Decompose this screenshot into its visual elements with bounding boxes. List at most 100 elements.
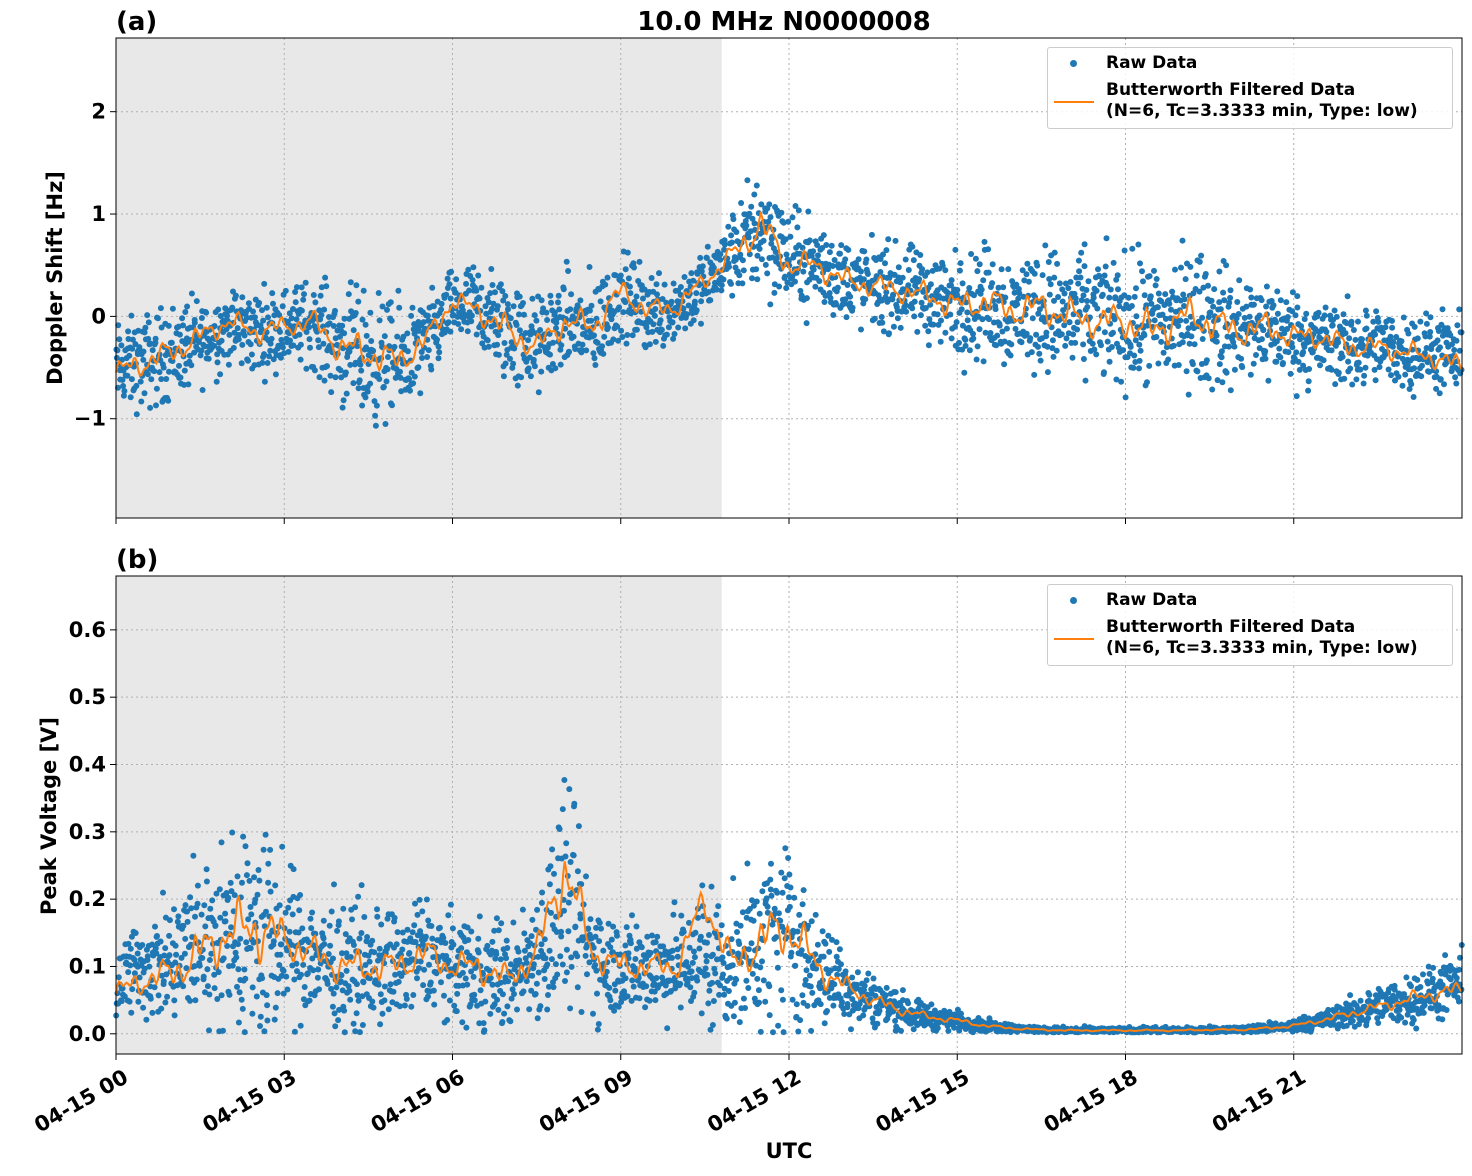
raw-data-point <box>425 994 431 1000</box>
raw-data-point <box>309 910 315 916</box>
raw-data-point <box>404 330 410 336</box>
raw-data-point <box>926 342 932 348</box>
raw-data-point <box>1286 349 1292 355</box>
panel-a-x-ticks <box>116 518 1294 524</box>
raw-data-point <box>162 1000 168 1006</box>
raw-data-point <box>1046 259 1052 265</box>
raw-data-point <box>650 321 656 327</box>
raw-data-point <box>624 924 630 930</box>
raw-data-point <box>626 275 632 281</box>
raw-data-point <box>770 1029 776 1035</box>
raw-data-point <box>684 311 690 317</box>
raw-data-point <box>1388 372 1394 378</box>
raw-data-point <box>691 317 697 323</box>
raw-data-point <box>302 984 308 990</box>
raw-data-point <box>1080 341 1086 347</box>
raw-data-point <box>707 297 713 303</box>
raw-data-point <box>572 924 578 930</box>
raw-data-point <box>782 875 788 881</box>
raw-data-point <box>360 1022 366 1028</box>
raw-data-point <box>1332 308 1338 314</box>
raw-data-point <box>469 313 475 319</box>
raw-data-point <box>977 261 983 267</box>
raw-data-point <box>215 307 221 313</box>
raw-data-point <box>1453 381 1459 387</box>
raw-data-point <box>504 945 510 951</box>
raw-data-point <box>556 888 562 894</box>
raw-data-point <box>535 1015 541 1021</box>
raw-data-point <box>166 323 172 329</box>
raw-data-point <box>689 968 695 974</box>
raw-data-point <box>1456 306 1462 312</box>
raw-data-point <box>811 267 817 273</box>
raw-data-point <box>244 872 250 878</box>
raw-data-point <box>425 918 431 924</box>
raw-data-point <box>411 922 417 928</box>
raw-data-point <box>1248 372 1254 378</box>
raw-data-point <box>161 978 167 984</box>
raw-data-point <box>354 1010 360 1016</box>
raw-data-point <box>1027 335 1033 341</box>
raw-data-point <box>245 358 251 364</box>
raw-data-point <box>279 844 285 850</box>
raw-data-point <box>167 952 173 958</box>
raw-data-point <box>1238 356 1244 362</box>
raw-data-point <box>426 347 432 353</box>
raw-data-point <box>1359 336 1365 342</box>
raw-data-point <box>754 976 760 982</box>
raw-data-point <box>698 934 704 940</box>
raw-data-point <box>792 279 798 285</box>
raw-data-point <box>810 248 816 254</box>
raw-data-point <box>815 252 821 258</box>
raw-data-point <box>408 1004 414 1010</box>
raw-data-point <box>1418 373 1424 379</box>
raw-data-point <box>732 1000 738 1006</box>
raw-data-point <box>591 332 597 338</box>
raw-data-point <box>1081 292 1087 298</box>
raw-data-point <box>1345 293 1351 299</box>
raw-data-point <box>900 987 906 993</box>
raw-data-point <box>504 938 510 944</box>
raw-data-point <box>396 305 402 311</box>
raw-data-point <box>842 256 848 262</box>
raw-data-point <box>986 270 992 276</box>
raw-data-point <box>264 1002 270 1008</box>
raw-data-point <box>265 360 271 366</box>
raw-data-point <box>378 991 384 997</box>
raw-data-point <box>761 238 767 244</box>
raw-data-point <box>395 288 401 294</box>
raw-data-point <box>768 861 774 867</box>
raw-data-point <box>389 402 395 408</box>
raw-data-point <box>412 374 418 380</box>
raw-data-point <box>906 267 912 273</box>
raw-data-point <box>705 972 711 978</box>
raw-data-point <box>158 939 164 945</box>
raw-data-point <box>698 321 704 327</box>
raw-data-point <box>217 371 223 377</box>
raw-data-point <box>128 946 134 952</box>
raw-data-point <box>298 342 304 348</box>
raw-data-point <box>1236 277 1242 283</box>
raw-data-point <box>1377 364 1383 370</box>
raw-data-point <box>548 863 554 869</box>
raw-data-point <box>896 264 902 270</box>
raw-data-point <box>154 386 160 392</box>
raw-data-point <box>592 962 598 968</box>
raw-data-point <box>1156 291 1162 297</box>
raw-data-point <box>571 852 577 858</box>
raw-data-point <box>384 307 390 313</box>
raw-data-point <box>306 324 312 330</box>
raw-data-point <box>248 911 254 917</box>
raw-data-point <box>431 303 437 309</box>
raw-data-point <box>598 926 604 932</box>
raw-data-point <box>128 394 134 400</box>
raw-data-point <box>754 899 760 905</box>
raw-data-point <box>321 918 327 924</box>
raw-data-point <box>864 977 870 983</box>
raw-data-point <box>1045 369 1051 375</box>
raw-data-point <box>405 927 411 933</box>
raw-data-point <box>634 294 640 300</box>
raw-data-point <box>778 987 784 993</box>
raw-data-point <box>624 332 630 338</box>
raw-data-point <box>795 929 801 935</box>
